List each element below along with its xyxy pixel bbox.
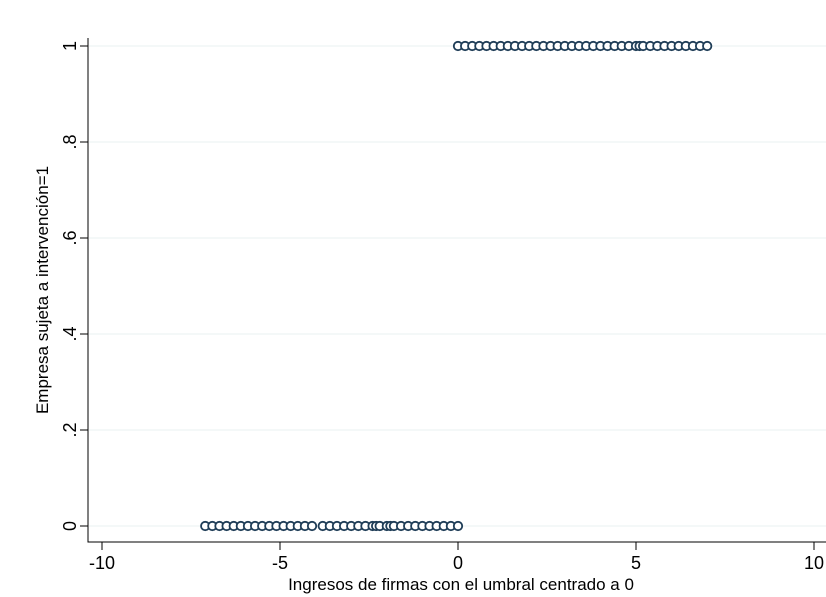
x-tick-label: -5 (272, 553, 288, 573)
x-tick-label: 0 (453, 553, 463, 573)
y-tick-label: 0 (60, 521, 80, 531)
y-axis-title: Empresa sujeta a intervención=1 (33, 166, 52, 414)
x-tick-label: 10 (804, 553, 824, 573)
x-axis: -10 -5 0 5 10 (88, 541, 826, 573)
data-point (452, 520, 464, 532)
y-tick-label: 1 (60, 41, 80, 51)
y-tick-label: .6 (60, 230, 80, 245)
y-axis: 0 .2 .4 .6 .8 1 (60, 38, 89, 543)
x-axis-title: Ingresos de firmas con el umbral centrad… (288, 575, 634, 594)
data-point (702, 40, 713, 52)
data-point (306, 520, 318, 532)
data-points (200, 40, 713, 532)
y-tick-label: .2 (60, 422, 80, 437)
x-tick-label: 5 (631, 553, 641, 573)
x-tick-label: -10 (89, 553, 115, 573)
y-tick-label: .8 (60, 134, 80, 149)
y-tick-label: .4 (60, 326, 80, 341)
